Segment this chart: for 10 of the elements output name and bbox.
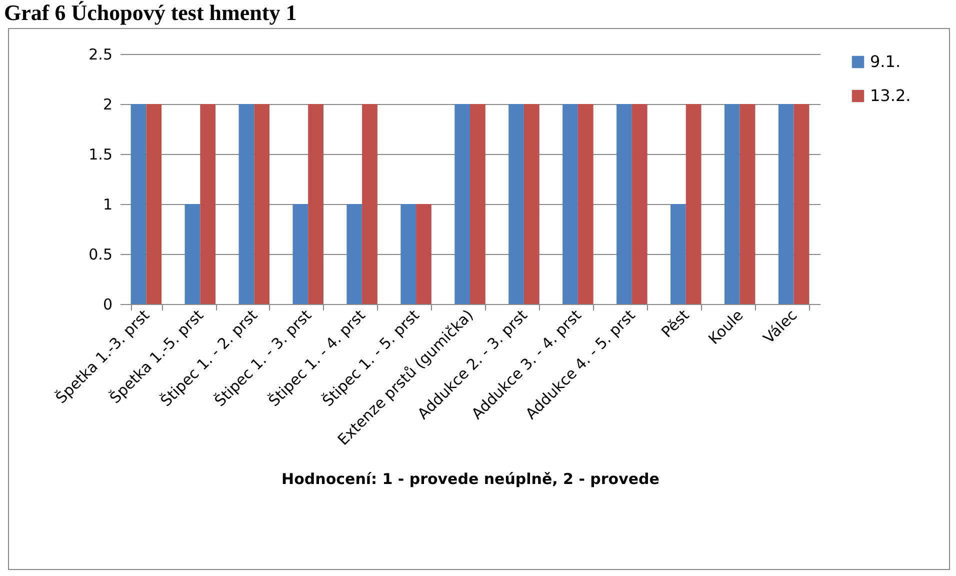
y-tick-label: 0 — [102, 296, 112, 314]
legend-label: 13.2. — [870, 86, 911, 105]
y-tick-label: 1 — [102, 196, 112, 214]
y-tick-label: 2.5 — [88, 46, 112, 64]
legend-label: 9.1. — [870, 52, 901, 71]
chart-title: Graf 6 Úchopový test hmenty 1 — [4, 0, 298, 26]
y-tick-label: 2 — [102, 96, 112, 114]
x-axis-title: Hodnocení: 1 - provede neúplně, 2 - provede — [282, 470, 660, 488]
y-tick-label: 0.5 — [88, 246, 112, 264]
y-tick-label: 1.5 — [88, 146, 112, 164]
